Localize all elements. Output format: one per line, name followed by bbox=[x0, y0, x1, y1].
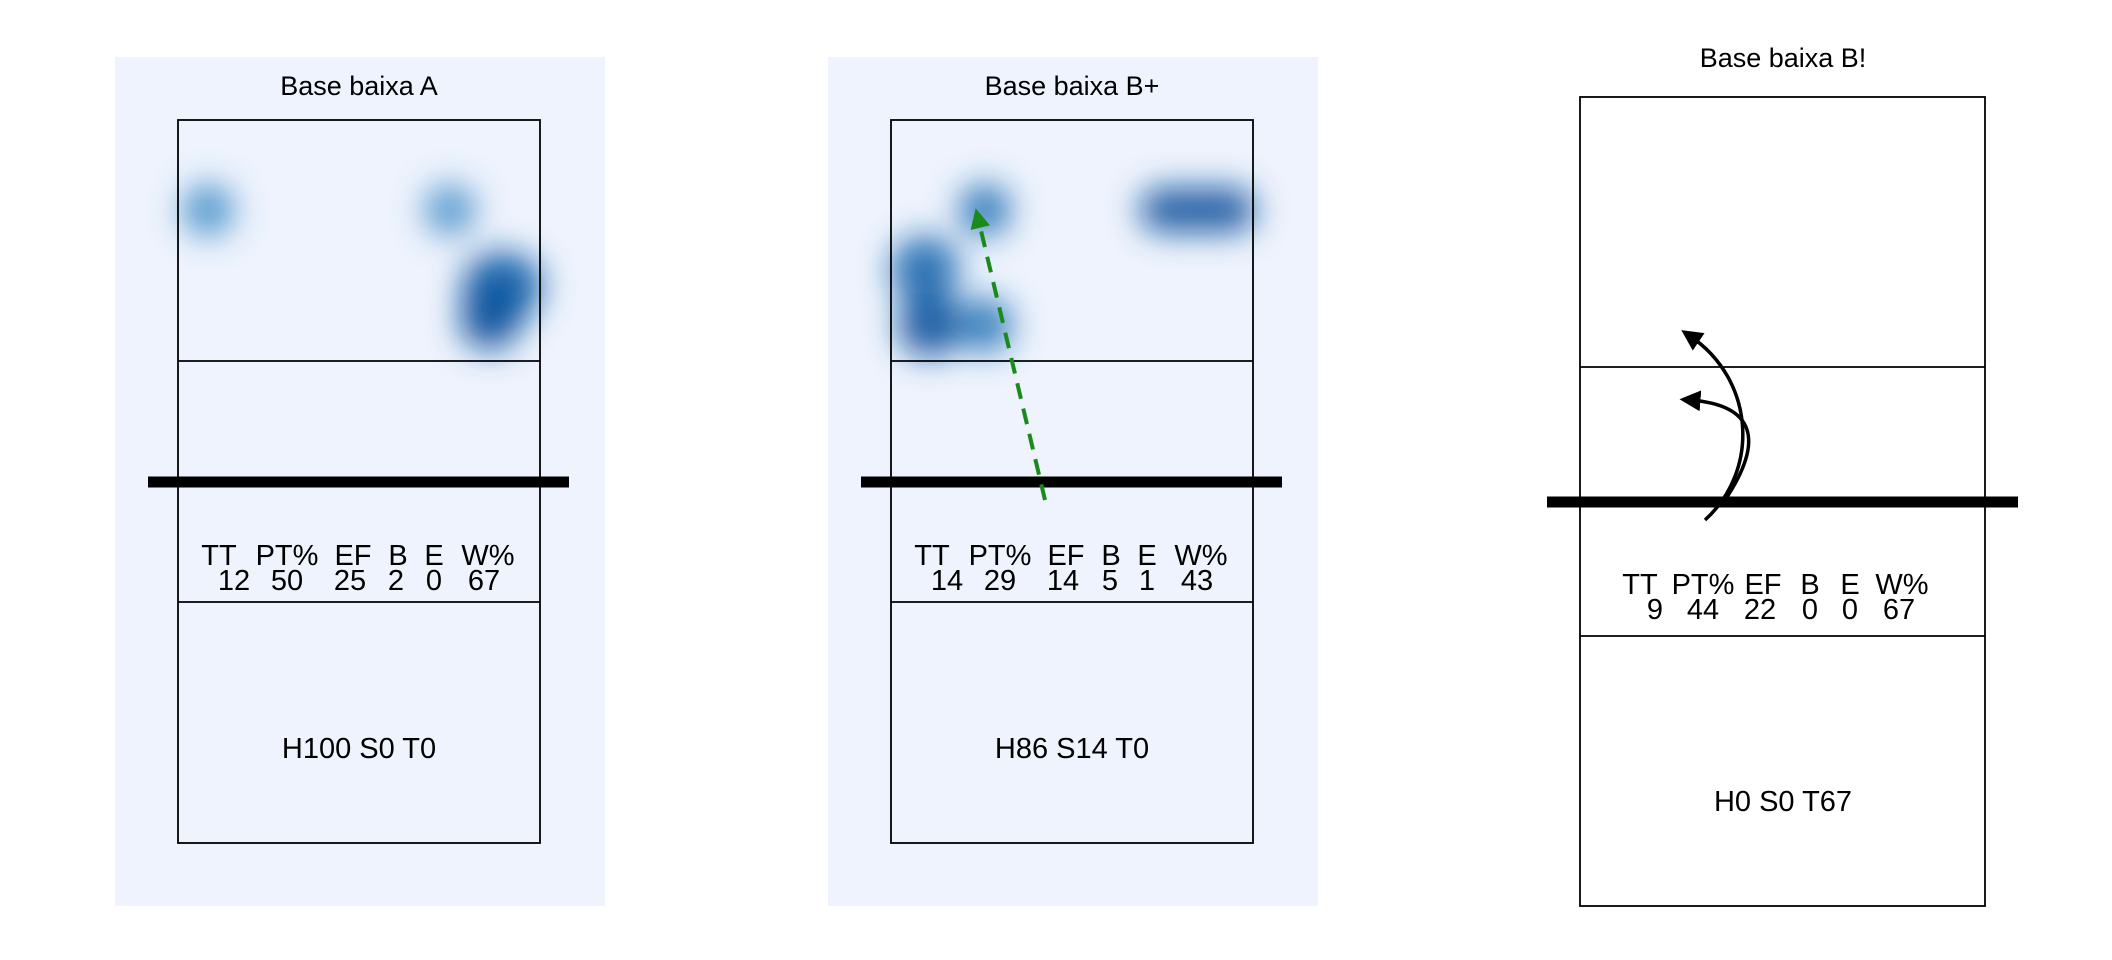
stat-value-ef: 14 bbox=[1047, 565, 1079, 597]
stat-header-pt: PT% bbox=[969, 540, 1032, 572]
zone-summary: H0 S0 T67 bbox=[1714, 786, 1852, 818]
stat-header-b: B bbox=[1101, 540, 1120, 572]
stat-header-w: W% bbox=[1174, 540, 1227, 572]
panel-title: Base baixa A bbox=[280, 71, 438, 101]
stat-value-ef: 22 bbox=[1744, 594, 1776, 626]
stat-header-ef: EF bbox=[1744, 569, 1781, 601]
stats-table: TT PT% EF B E W% 12 50 25 2 0 67 bbox=[201, 540, 514, 597]
stat-value-pt: 44 bbox=[1687, 594, 1719, 626]
stat-value-tt: 12 bbox=[218, 565, 250, 597]
stat-header-w: W% bbox=[461, 540, 514, 572]
attack-trajectory-arrow bbox=[1679, 390, 1751, 501]
stat-header-b: B bbox=[1800, 569, 1819, 601]
stat-header-ef: EF bbox=[1047, 540, 1084, 572]
stat-value-e: 0 bbox=[426, 565, 442, 597]
stat-header-tt: TT bbox=[201, 540, 237, 572]
attack-direction-arrow bbox=[970, 208, 1047, 501]
stat-header-e: E bbox=[424, 540, 443, 572]
stat-header-e: E bbox=[1840, 569, 1859, 601]
heat-spot bbox=[898, 293, 962, 357]
stats-table: TT PT% EF B E W% 14 29 14 5 1 43 bbox=[914, 540, 1227, 597]
attack-trajectory-arrow bbox=[1681, 330, 1745, 522]
heat-spot bbox=[424, 184, 476, 236]
zone-summary: H86 S14 T0 bbox=[995, 733, 1149, 765]
stat-header-e: E bbox=[1137, 540, 1156, 572]
stat-value-e: 0 bbox=[1842, 594, 1858, 626]
stat-header-b: B bbox=[388, 540, 407, 572]
stat-value-b: 0 bbox=[1802, 594, 1818, 626]
stat-header-pt: PT% bbox=[1672, 569, 1735, 601]
stat-header-ef: EF bbox=[334, 540, 371, 572]
panel-title: Base baixa B! bbox=[1700, 43, 1867, 73]
heat-spot bbox=[957, 297, 1013, 353]
panel-base-baixa-b-exclaim: Base baixa B! TT PT% EF B E W% 9 44 22 0… bbox=[1547, 43, 2018, 907]
heat-spot bbox=[182, 184, 234, 236]
stat-value-w: 67 bbox=[468, 565, 500, 597]
stat-value-w: 43 bbox=[1181, 565, 1213, 597]
heat-spot bbox=[460, 290, 520, 350]
heat-spot bbox=[1140, 188, 1255, 232]
heat-spot bbox=[959, 184, 1011, 236]
stat-value-tt: 14 bbox=[931, 565, 963, 597]
zone-summary: H100 S0 T0 bbox=[282, 733, 436, 765]
stat-value-pt: 29 bbox=[984, 565, 1016, 597]
stat-header-w: W% bbox=[1875, 569, 1928, 601]
stats-table: TT PT% EF B E W% 9 44 22 0 0 67 bbox=[1622, 569, 1928, 626]
panel-base-baixa-a: Base baixa A TT PT% EF B E W% 12 50 25 2… bbox=[115, 57, 605, 906]
attack-heatmap bbox=[182, 184, 542, 350]
stat-header-tt: TT bbox=[914, 540, 950, 572]
panel-title: Base baixa B+ bbox=[985, 71, 1160, 101]
stat-header-pt: PT% bbox=[256, 540, 319, 572]
stat-value-b: 5 bbox=[1102, 565, 1118, 597]
stat-value-ef: 25 bbox=[334, 565, 366, 597]
panel-base-baixa-b-plus: Base baixa B+ TT PT% EF B E W% 14 29 14 … bbox=[828, 57, 1318, 906]
stat-value-tt: 9 bbox=[1647, 594, 1663, 626]
heat-spot bbox=[891, 236, 959, 304]
attack-trajectory-arrow bbox=[1690, 336, 1756, 500]
stat-value-w: 67 bbox=[1883, 594, 1915, 626]
stat-header-tt: TT bbox=[1622, 569, 1658, 601]
stat-value-b: 2 bbox=[388, 565, 404, 597]
stat-value-e: 1 bbox=[1139, 565, 1155, 597]
stat-value-pt: 50 bbox=[271, 565, 303, 597]
